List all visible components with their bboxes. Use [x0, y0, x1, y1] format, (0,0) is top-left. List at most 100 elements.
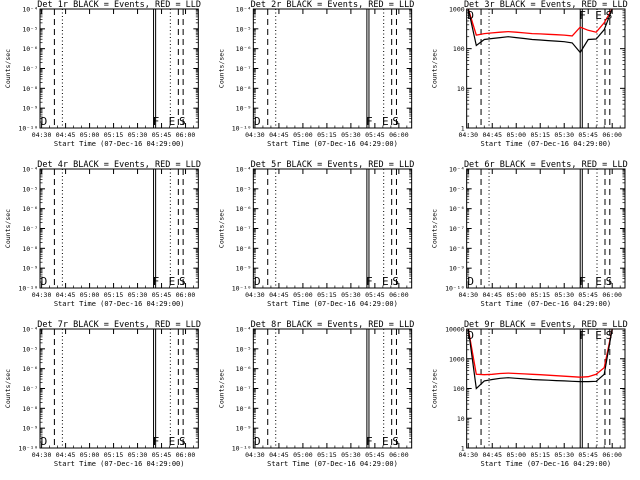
y-tick-label: 10⁻¹⁰	[232, 445, 252, 453]
y-tick-label: 10⁻⁴	[22, 166, 38, 174]
x-tick-label: 04:45	[269, 451, 289, 459]
event-marker-f: F	[579, 9, 586, 22]
x-tick-label: 05:30	[341, 131, 361, 139]
event-marker-d: D	[41, 115, 48, 128]
y-tick-label: 10⁻⁹	[22, 265, 38, 273]
plot-frame	[252, 168, 413, 289]
x-tick-label: 05:15	[317, 451, 337, 459]
x-tick-label: 05:00	[293, 291, 313, 299]
event-marker-e: E	[382, 435, 389, 448]
y-tick-label: 10⁻¹⁰	[18, 125, 38, 133]
y-axis-title: Counts/sec	[431, 369, 439, 408]
x-tick-label: 05:45	[152, 451, 172, 459]
y-tick-label: 10⁻⁵	[449, 185, 465, 193]
y-tick-label: 10⁻⁹	[22, 425, 38, 433]
event-marker-f: F	[366, 275, 373, 288]
event-marker-e: E	[169, 275, 176, 288]
x-tick-label: 05:45	[578, 131, 598, 139]
y-tick-label: 10⁻⁹	[236, 105, 252, 113]
y-tick-label: 10⁻¹⁰	[232, 125, 252, 133]
plot-frame	[252, 8, 413, 129]
x-tick-label: 04:45	[482, 131, 502, 139]
x-tick-label: 04:45	[56, 291, 76, 299]
y-tick-label: 10⁻⁶	[22, 205, 38, 213]
x-tick-label: 05:15	[530, 291, 550, 299]
x-tick-label: 05:45	[365, 291, 385, 299]
y-tick-label: 10	[457, 85, 465, 93]
x-tick-label: 05:00	[506, 131, 526, 139]
x-tick-label: 05:00	[293, 131, 313, 139]
event-marker-e: E	[595, 329, 602, 342]
y-tick-label: 10⁻⁴	[22, 326, 38, 334]
y-tick-label: 10⁻⁷	[236, 65, 252, 73]
panel-title: Det 4r BLACK = Events, RED = LLD	[37, 160, 201, 170]
x-tick-label: 05:15	[530, 451, 550, 459]
y-tick-label: 10⁻⁸	[236, 85, 252, 93]
event-marker-f: F	[366, 435, 373, 448]
x-tick-label: 05:45	[152, 131, 172, 139]
plot-frame	[39, 8, 199, 129]
x-axis-title: Start Time (07-Dec-16 04:29:00)	[54, 140, 185, 148]
y-tick-label: 10	[457, 415, 465, 423]
y-axis-title: Counts/sec	[431, 209, 439, 248]
x-tick-label: 06:00	[176, 291, 196, 299]
event-marker-d: D	[467, 275, 474, 288]
event-marker-s: S	[392, 275, 399, 288]
y-axis-title: Counts/sec	[431, 49, 439, 88]
y-tick-label: 10⁻⁸	[236, 405, 252, 413]
x-tick-label: 05:30	[341, 451, 361, 459]
x-tick-label: 05:30	[554, 291, 574, 299]
x-tick-label: 05:00	[506, 291, 526, 299]
panel-title: Det 9r BLACK = Events, RED = LLD	[464, 320, 628, 330]
events-series-line	[467, 328, 613, 390]
y-tick-label: 10⁻⁴	[22, 6, 38, 14]
x-tick-label: 04:30	[245, 291, 265, 299]
y-tick-label: 10⁻⁶	[22, 365, 38, 373]
x-tick-label: 05:45	[578, 291, 598, 299]
x-tick-label: 04:45	[269, 131, 289, 139]
event-marker-d: D	[41, 435, 48, 448]
panel-title: Det 7r BLACK = Events, RED = LLD	[37, 320, 201, 330]
y-tick-label: 100	[453, 385, 465, 393]
x-tick-label: 04:45	[269, 291, 289, 299]
event-marker-d: D	[254, 115, 261, 128]
y-tick-label: 10000	[445, 326, 465, 334]
events-series-line	[467, 8, 613, 54]
event-marker-f: F	[579, 329, 586, 342]
y-axis-title: Counts/sec	[4, 49, 12, 88]
x-tick-label: 05:30	[554, 131, 574, 139]
y-tick-label: 1	[461, 445, 465, 453]
x-tick-label: 06:00	[176, 131, 196, 139]
x-tick-label: 05:15	[317, 291, 337, 299]
x-tick-label: 05:00	[80, 451, 100, 459]
y-tick-label: 10⁻¹⁰	[18, 285, 38, 293]
y-axis-title: Counts/sec	[4, 369, 12, 408]
event-marker-f: F	[153, 115, 160, 128]
y-tick-label: 10⁻⁶	[236, 45, 252, 53]
x-tick-label: 04:30	[458, 291, 478, 299]
x-tick-label: 04:45	[56, 131, 76, 139]
panel-title: Det 2r BLACK = Events, RED = LLD	[251, 0, 415, 10]
y-axis-title: Counts/sec	[217, 49, 225, 88]
x-tick-label: 04:30	[32, 291, 52, 299]
panel-title: Det 5r BLACK = Events, RED = LLD	[251, 160, 415, 170]
event-marker-e: E	[595, 275, 602, 288]
lld-series-line	[467, 328, 613, 378]
event-marker-d: D	[254, 275, 261, 288]
event-marker-e: E	[382, 275, 389, 288]
x-tick-label: 05:45	[578, 451, 598, 459]
lld-series-line	[467, 8, 613, 37]
y-tick-label: 10⁻⁷	[22, 225, 38, 233]
y-tick-label: 10⁻⁵	[236, 345, 252, 353]
event-marker-d: D	[41, 275, 48, 288]
event-marker-d: D	[467, 9, 474, 22]
y-tick-label: 10⁻⁵	[22, 345, 38, 353]
x-axis-title: Start Time (07-Dec-16 04:29:00)	[54, 460, 185, 468]
event-marker-f: F	[366, 115, 373, 128]
event-marker-e: E	[169, 435, 176, 448]
x-tick-label: 04:45	[56, 451, 76, 459]
